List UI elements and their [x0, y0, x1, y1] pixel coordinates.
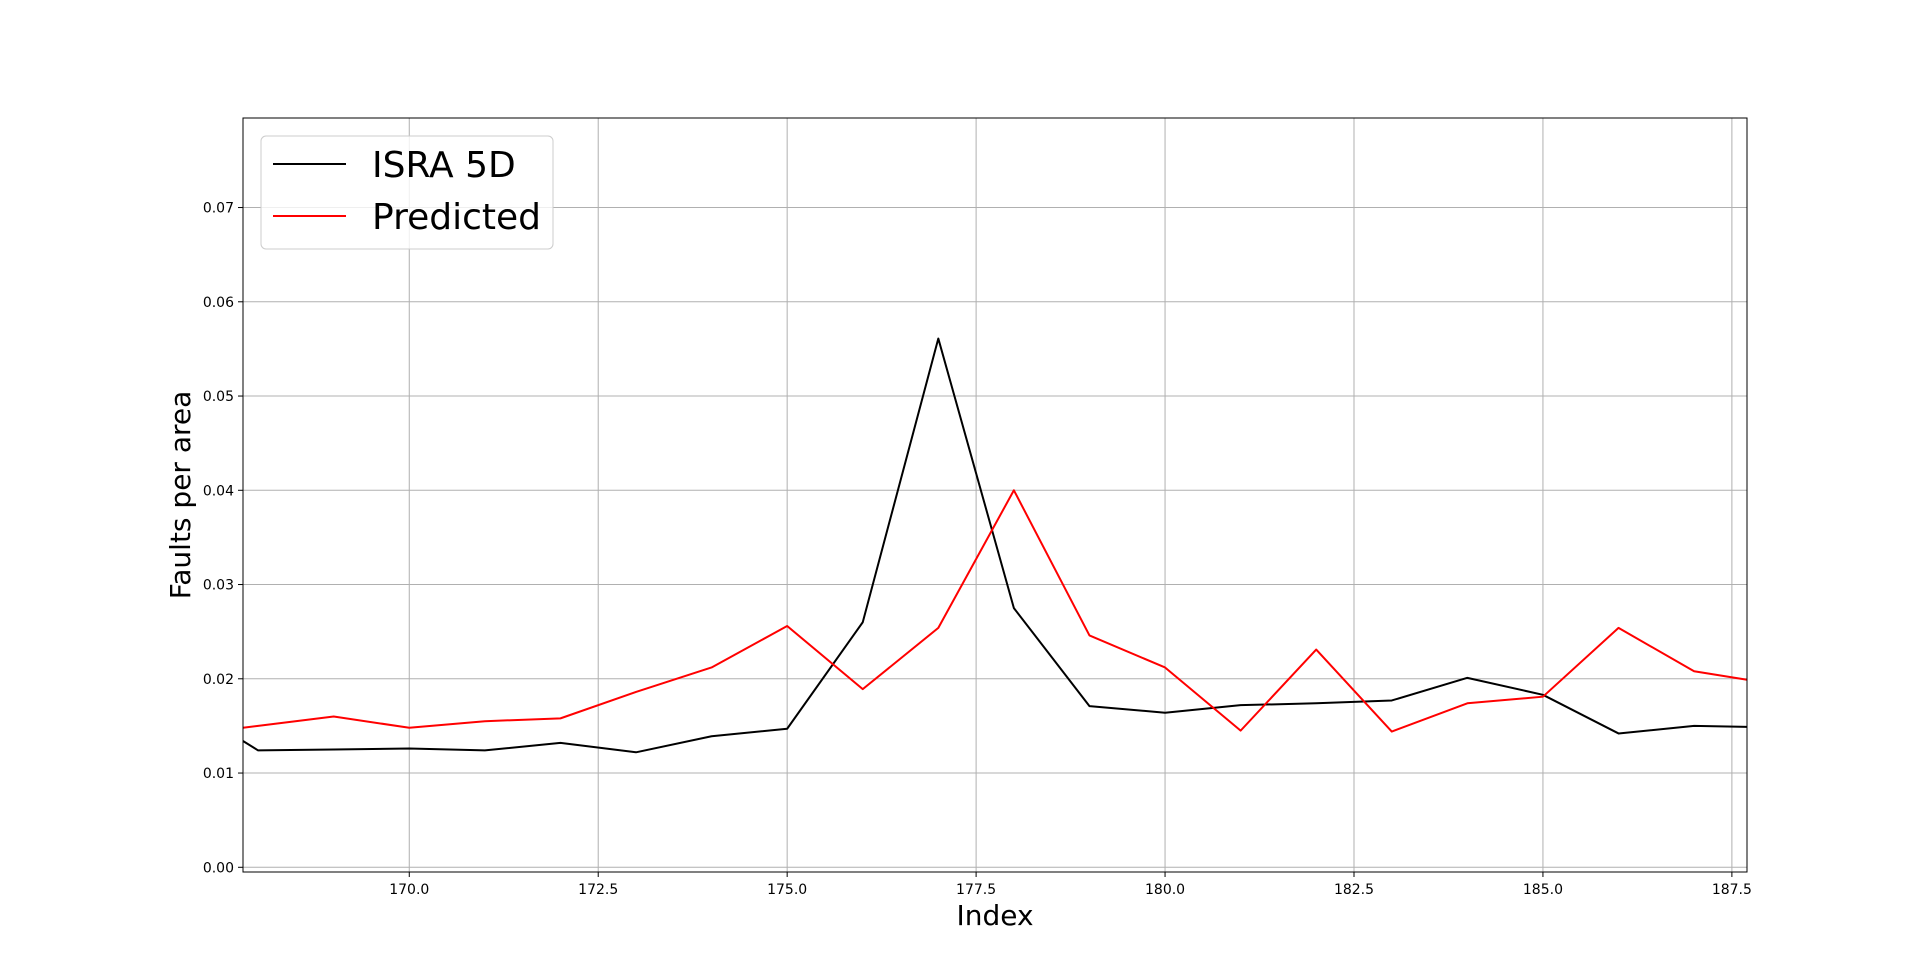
- y-tick-label: 0.07: [203, 201, 234, 217]
- y-tick-label: 0.04: [203, 483, 234, 499]
- x-tick-label: 187.5: [1712, 882, 1752, 898]
- x-axis-title: Index: [956, 899, 1033, 932]
- tick-layer: 170.0 172.5 175.0 177.5 180.0 182.5 185.0 187.5…: [203, 201, 1752, 898]
- x-tick-label: 182.5: [1334, 882, 1374, 898]
- plot-frame: [242, 117, 1748, 873]
- y-axis-title: Faults per area: [164, 391, 197, 600]
- series-line-predicted: [242, 489, 1748, 733]
- y-tick-label: 0.01: [203, 766, 234, 782]
- y-tick-label: 0.00: [203, 860, 234, 876]
- y-tick-label: 0.06: [203, 295, 234, 311]
- x-tick-label: 180.0: [1145, 882, 1185, 898]
- x-tick-label: 177.5: [956, 882, 996, 898]
- legend-label-predicted: Predicted: [372, 197, 541, 238]
- y-tick-label: 0.05: [203, 389, 234, 405]
- y-tick-label: 0.02: [203, 672, 234, 688]
- legend: ISRA 5D Predicted: [260, 135, 554, 250]
- x-tick-label: 170.0: [389, 882, 429, 898]
- series-layer: [242, 337, 1748, 754]
- legend-label-isra-5d: ISRA 5D: [372, 145, 516, 186]
- x-tick-label: 172.5: [578, 882, 618, 898]
- y-tick-label: 0.03: [203, 578, 234, 594]
- grid-layer: [243, 118, 1747, 872]
- x-tick-label: 185.0: [1523, 882, 1563, 898]
- series-line-isra-5d: [242, 337, 1748, 754]
- x-tick-label: 175.0: [767, 882, 807, 898]
